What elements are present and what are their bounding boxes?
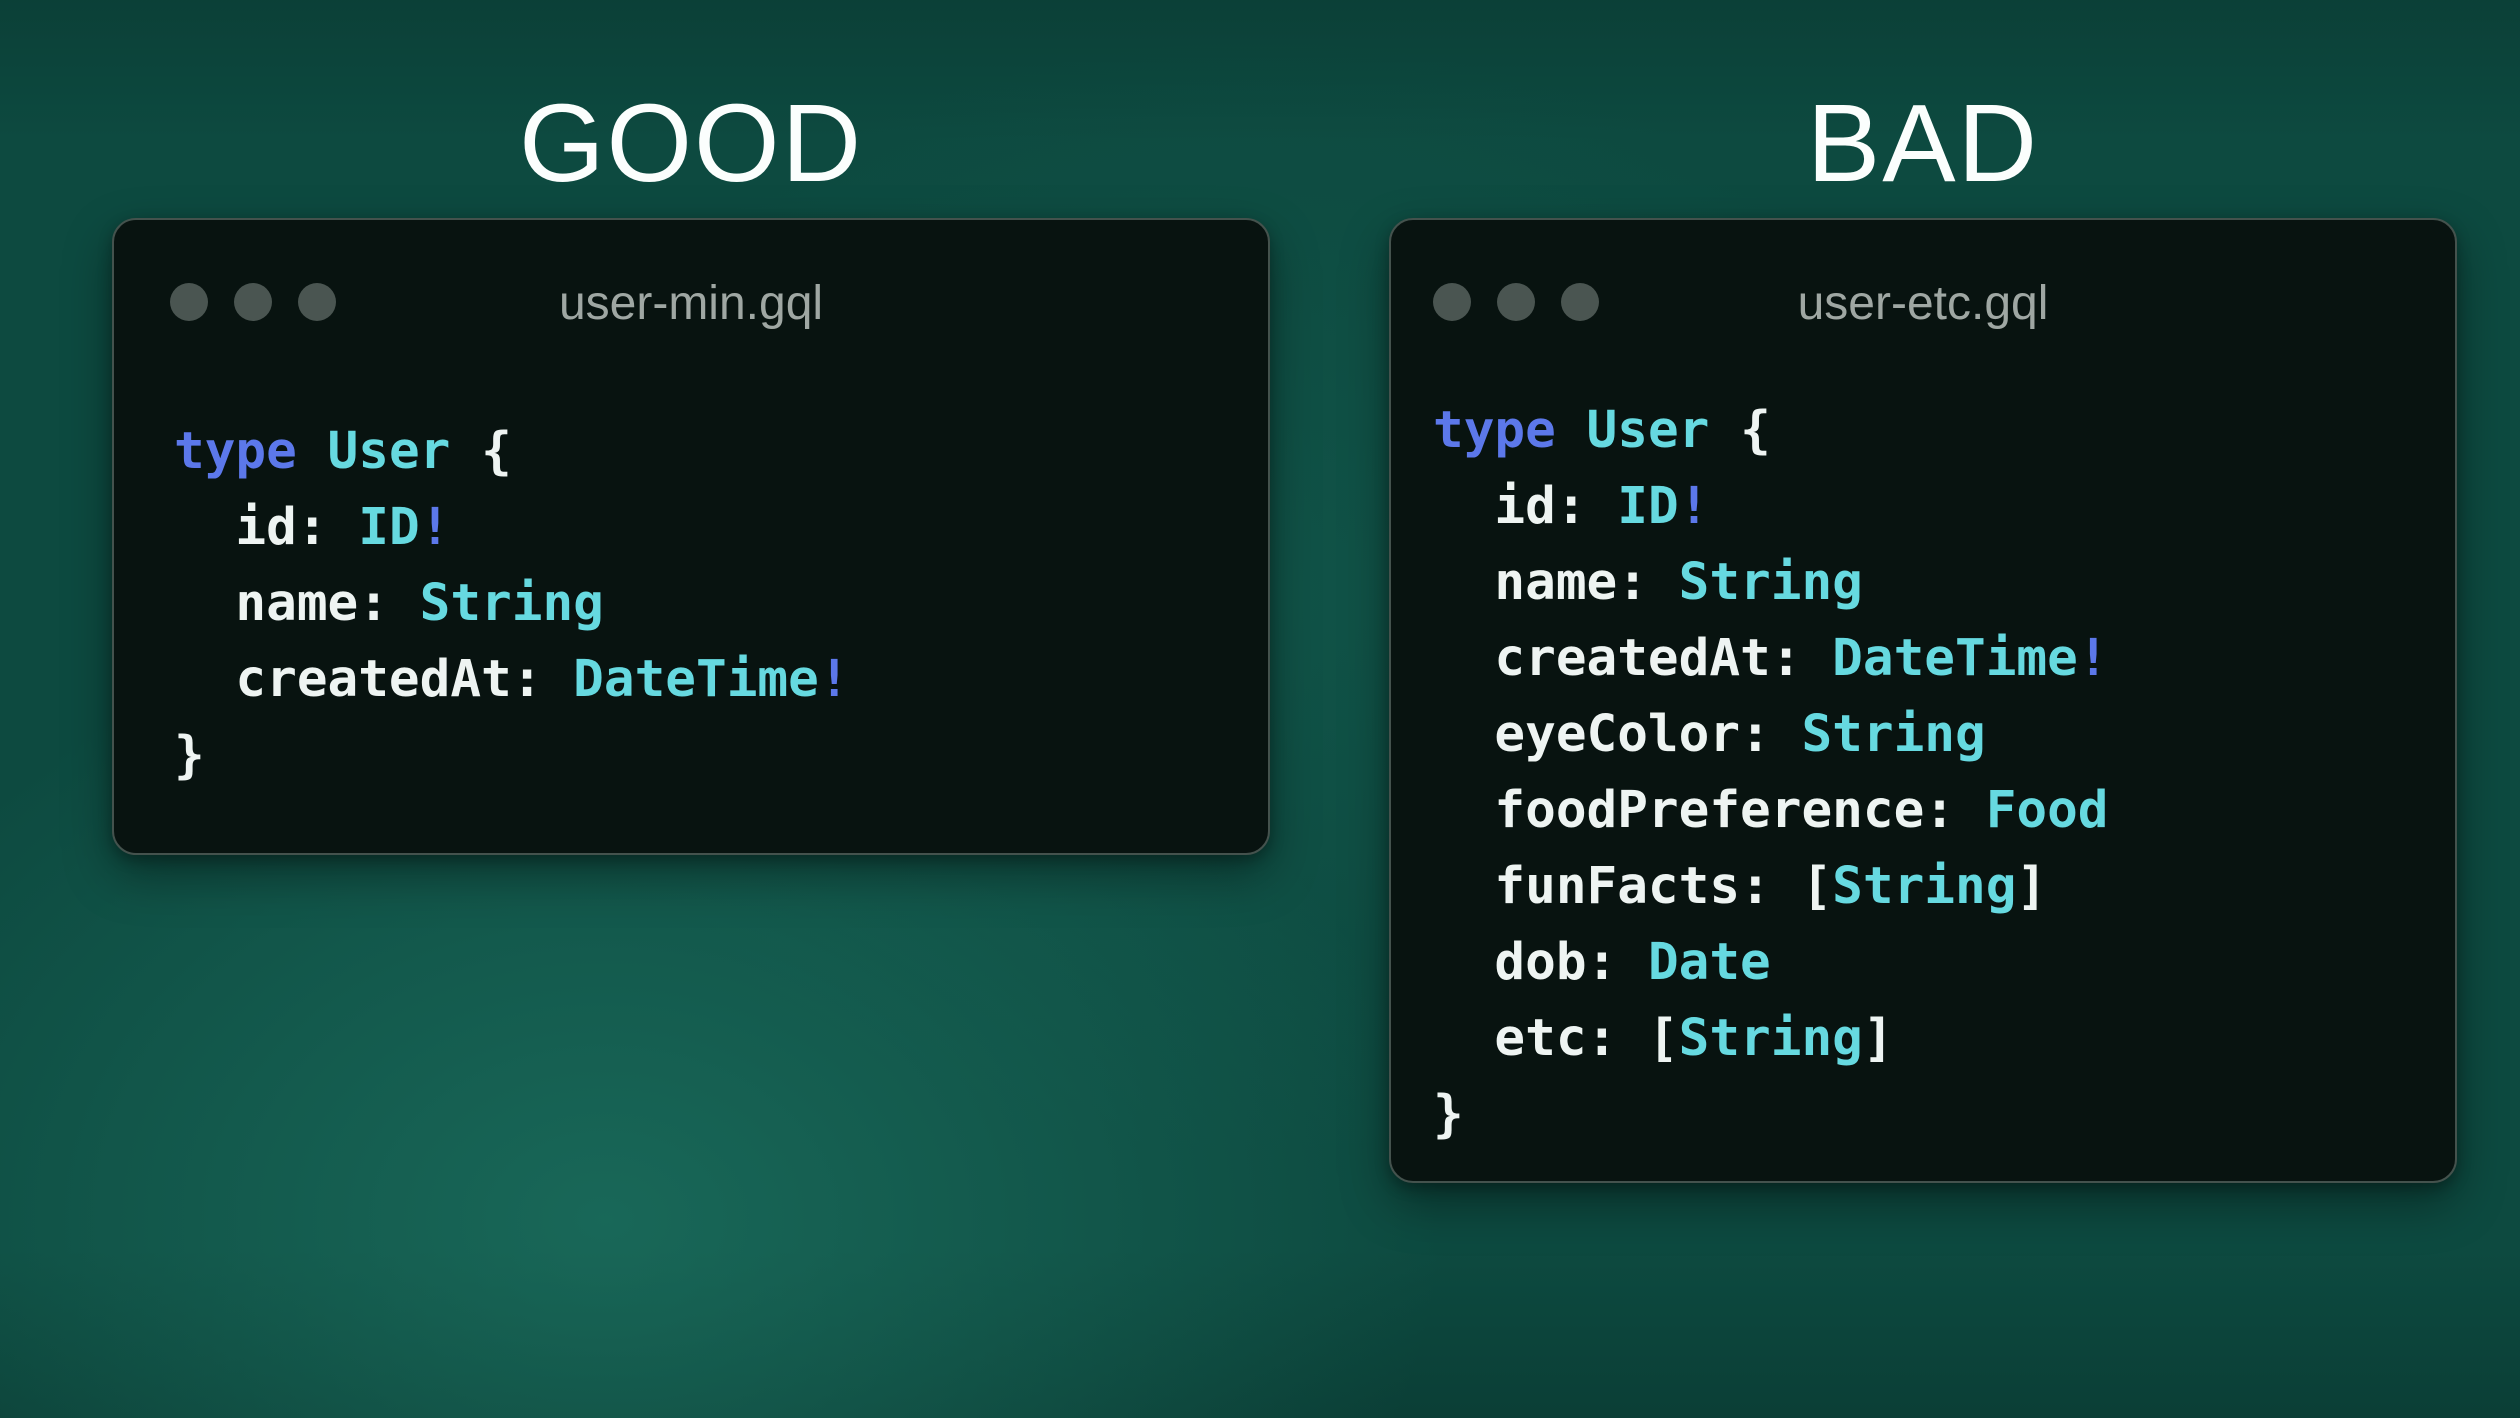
code-token-plain: ]: [1862, 1009, 1894, 1068]
code-line: id: ID!: [174, 490, 850, 566]
window-title-filename: user-min.gql: [558, 277, 824, 330]
code-token-type: String: [1801, 705, 1986, 764]
code-token-plain: {: [1709, 401, 1771, 460]
window-control-dot-icon[interactable]: [298, 283, 336, 321]
code-token-keyword: type: [1433, 401, 1556, 460]
code-line: id: ID!: [1433, 469, 2109, 545]
code-line: etc: [String]: [1433, 1001, 2109, 1077]
code-token-type: String: [419, 574, 604, 633]
code-token-type: Date: [1647, 933, 1771, 992]
window-titlebar: user-etc.gql: [1391, 220, 2455, 340]
code-token-keyword: !: [818, 650, 850, 709]
code-token-plain: createdAt:: [1433, 629, 1833, 688]
code-token-plain: foodPreference:: [1433, 781, 1986, 840]
code-token-plain: {: [450, 422, 512, 481]
heading-bad: BAD: [1806, 82, 2040, 205]
code-line: createdAt: DateTime!: [1433, 621, 2109, 697]
code-editor-content: type User { id: ID! name: String created…: [174, 414, 850, 794]
code-line: funFacts: [String]: [1433, 849, 2109, 925]
code-token-keyword: !: [1678, 477, 1710, 536]
code-line: }: [174, 718, 850, 794]
code-token-type: ID: [1617, 477, 1679, 536]
code-line: name: String: [174, 566, 850, 642]
code-token-type: User: [1586, 401, 1710, 460]
code-line: eyeColor: String: [1433, 697, 2109, 773]
code-token-plain: id:: [1433, 477, 1618, 536]
code-token-type: String: [1678, 1009, 1863, 1068]
code-token-plain: [1556, 401, 1587, 460]
code-line: type User {: [1433, 393, 2109, 469]
code-token-plain: ]: [2016, 857, 2048, 916]
code-line: foodPreference: Food: [1433, 773, 2109, 849]
code-editor-content: type User { id: ID! name: String created…: [1433, 393, 2109, 1153]
code-token-keyword: !: [2077, 629, 2109, 688]
code-token-type: String: [1678, 553, 1863, 612]
code-token-plain: eyeColor:: [1433, 705, 1802, 764]
code-token-plain: name:: [174, 574, 420, 633]
code-token-type: User: [327, 422, 451, 481]
window-control-dot-icon[interactable]: [1497, 283, 1535, 321]
code-token-plain: createdAt:: [174, 650, 574, 709]
code-token-plain: }: [1433, 1085, 1464, 1144]
code-token-plain: dob:: [1433, 933, 1648, 992]
code-token-plain: name:: [1433, 553, 1679, 612]
heading-good: GOOD: [518, 82, 864, 205]
code-token-type: Food: [1985, 781, 2109, 840]
code-token-type: String: [1832, 857, 2017, 916]
code-token-type: DateTime: [1832, 629, 2078, 688]
code-token-plain: }: [174, 726, 205, 785]
code-line: dob: Date: [1433, 925, 2109, 1001]
code-line: type User {: [174, 414, 850, 490]
window-control-dot-icon[interactable]: [234, 283, 272, 321]
window-titlebar: user-min.gql: [114, 220, 1268, 340]
code-token-plain: id:: [174, 498, 359, 557]
window-controls: [1433, 283, 1599, 321]
code-window-user-min: user-min.gql type User { id: ID! name: S…: [112, 218, 1270, 855]
code-token-plain: funFacts: [: [1433, 857, 1833, 916]
code-token-keyword: type: [174, 422, 297, 481]
window-control-dot-icon[interactable]: [1433, 283, 1471, 321]
code-token-keyword: !: [419, 498, 451, 557]
code-token-type: ID: [358, 498, 420, 557]
code-line: name: String: [1433, 545, 2109, 621]
code-token-type: DateTime: [573, 650, 819, 709]
code-token-plain: etc: [: [1433, 1009, 1679, 1068]
code-token-plain: [297, 422, 328, 481]
window-controls: [170, 283, 336, 321]
code-line: createdAt: DateTime!: [174, 642, 850, 718]
code-window-user-etc: user-etc.gql type User { id: ID! name: S…: [1389, 218, 2457, 1183]
code-line: }: [1433, 1077, 2109, 1153]
window-control-dot-icon[interactable]: [170, 283, 208, 321]
window-control-dot-icon[interactable]: [1561, 283, 1599, 321]
window-title-filename: user-etc.gql: [1797, 277, 2049, 330]
